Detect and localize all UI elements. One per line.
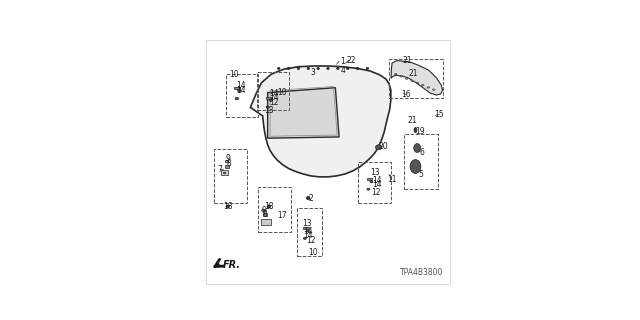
Ellipse shape [337,67,339,69]
Ellipse shape [410,160,421,173]
Ellipse shape [225,160,228,163]
Text: 7: 7 [218,165,223,174]
Bar [404,134,438,189]
Ellipse shape [307,230,309,232]
Ellipse shape [327,67,329,69]
Text: 9: 9 [225,154,230,163]
Text: 6: 6 [420,148,424,157]
Bar [358,162,391,204]
Text: 9: 9 [261,206,266,215]
Text: 8: 8 [263,210,268,219]
Text: 1: 1 [340,57,345,66]
Ellipse shape [366,67,369,69]
Ellipse shape [411,80,413,82]
Ellipse shape [414,128,417,132]
Ellipse shape [427,87,429,88]
Ellipse shape [413,144,420,153]
Ellipse shape [356,67,359,69]
Text: 14: 14 [372,176,381,185]
Text: 4: 4 [341,66,346,75]
Ellipse shape [422,84,424,86]
Text: FR.: FR. [223,260,241,269]
Text: 21: 21 [402,56,412,65]
Text: 5: 5 [418,170,423,179]
Text: 13: 13 [370,168,380,177]
Text: 13: 13 [302,219,312,228]
Text: 14: 14 [236,86,246,95]
Text: 10: 10 [229,70,239,79]
Text: 11: 11 [387,175,396,184]
Text: 12: 12 [269,99,279,108]
Ellipse shape [278,67,280,69]
Ellipse shape [317,67,319,69]
Text: 18: 18 [264,202,274,211]
Ellipse shape [226,205,230,208]
Ellipse shape [307,67,310,69]
Text: 14: 14 [303,231,312,240]
Text: 21: 21 [409,69,419,78]
Bar [225,165,229,168]
Bar [261,219,271,225]
Text: 17: 17 [278,211,287,220]
Bar [266,97,271,99]
Ellipse shape [262,209,265,212]
Bar [258,188,291,232]
Text: 10: 10 [277,88,287,97]
Ellipse shape [269,100,272,101]
Text: 8: 8 [227,159,231,168]
Text: 3: 3 [311,68,316,77]
Ellipse shape [307,196,310,200]
Ellipse shape [266,107,269,108]
Bar [226,74,258,117]
Text: 12: 12 [371,188,381,197]
Polygon shape [268,88,339,138]
Ellipse shape [287,67,290,69]
Text: 18: 18 [223,202,232,211]
Ellipse shape [394,73,397,75]
Ellipse shape [405,78,408,79]
Text: 14: 14 [269,89,279,98]
Text: 21: 21 [408,116,417,125]
Bar [389,59,444,98]
Bar [223,172,225,173]
Text: 14: 14 [269,93,279,102]
Text: 15: 15 [435,110,444,119]
Bar [221,170,228,175]
Ellipse shape [297,67,300,69]
Text: 14: 14 [372,180,381,189]
Text: 19: 19 [415,127,424,136]
Bar [263,213,268,216]
Ellipse shape [237,89,241,92]
Ellipse shape [416,82,419,84]
Text: 22: 22 [347,56,356,65]
Text: 2: 2 [309,194,314,203]
Text: 10: 10 [308,248,317,257]
Bar [257,72,289,110]
Ellipse shape [346,67,349,69]
Bar [214,149,248,204]
Text: 14: 14 [236,81,246,90]
Text: TPA4B3800: TPA4B3800 [400,268,444,277]
Ellipse shape [400,76,403,77]
Ellipse shape [367,188,370,190]
Polygon shape [250,66,391,177]
Bar [234,87,239,89]
Ellipse shape [370,181,373,183]
Bar [367,178,372,180]
Bar [303,227,308,229]
Ellipse shape [433,89,435,90]
Text: 13: 13 [264,106,274,115]
Text: 16: 16 [401,90,411,99]
Polygon shape [391,60,443,95]
Text: 12: 12 [307,236,316,245]
Ellipse shape [303,237,307,239]
Bar [297,208,322,256]
Text: 20: 20 [379,142,388,151]
Ellipse shape [267,205,271,208]
Ellipse shape [376,145,381,150]
Ellipse shape [235,97,239,100]
Text: 14: 14 [303,227,312,236]
